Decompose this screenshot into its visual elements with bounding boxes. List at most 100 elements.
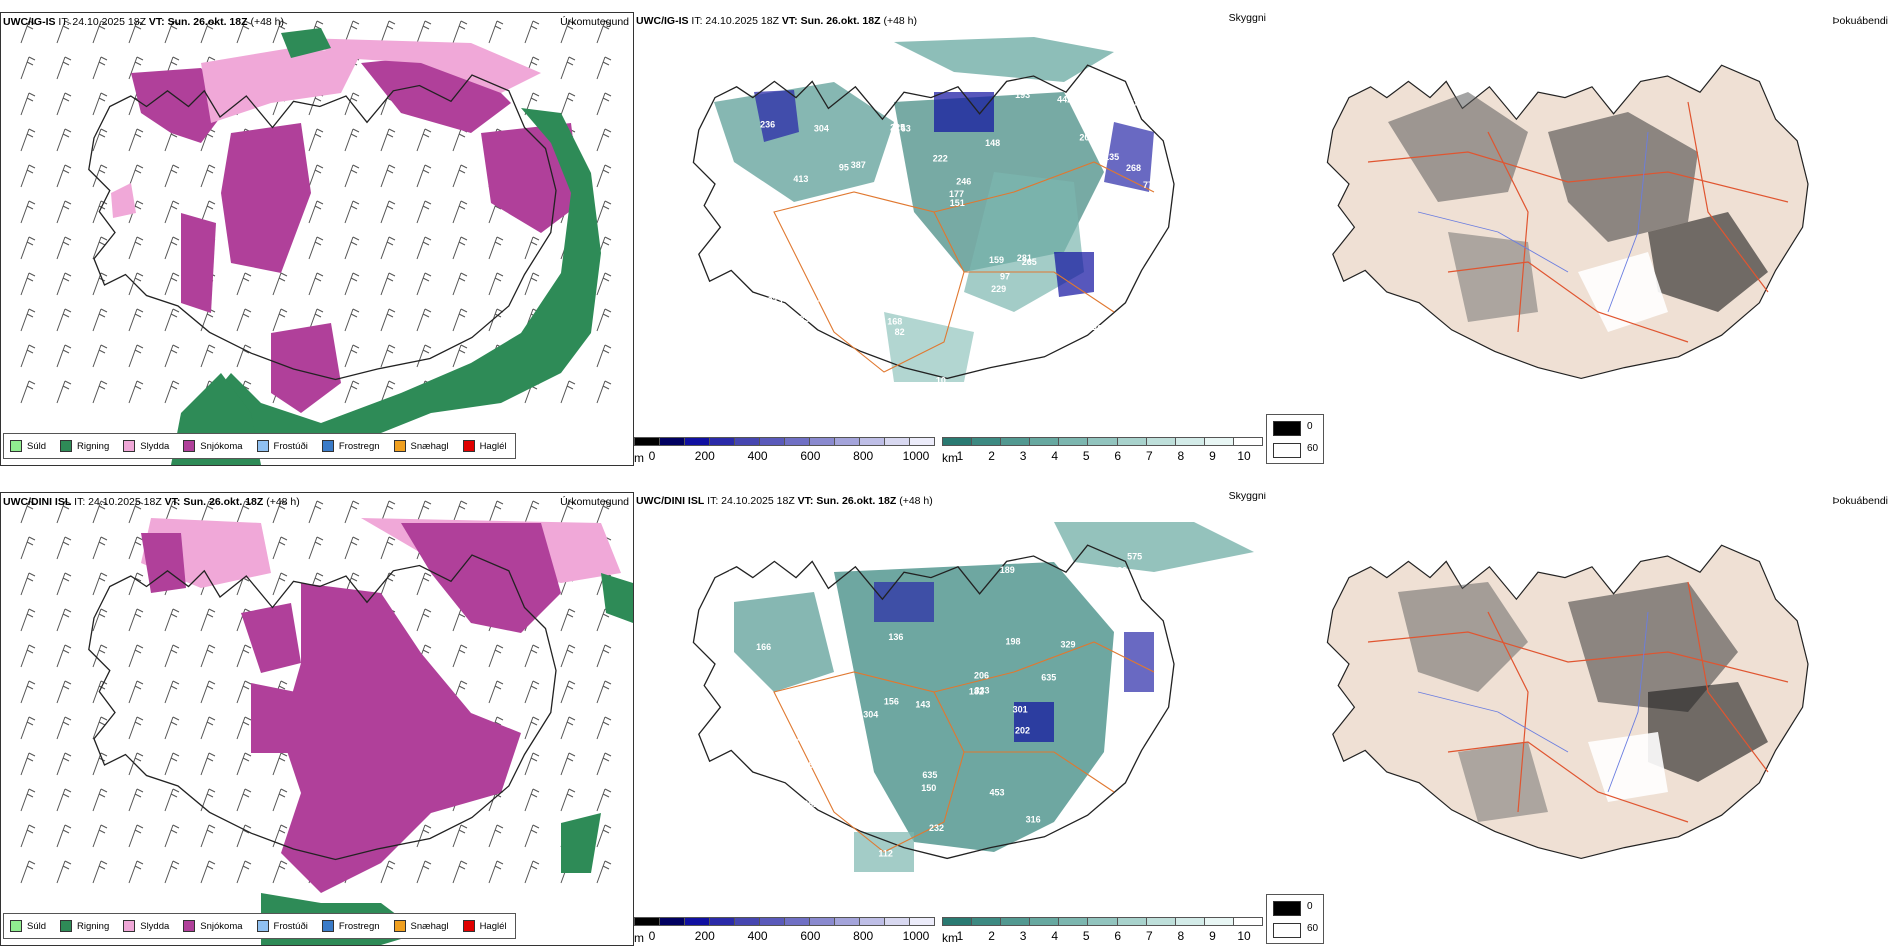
legend-label: Slydda [140,440,170,452]
scale-segment [1058,437,1089,446]
legend-item: Haglél [457,440,515,452]
scale-segment [1000,917,1031,926]
scale-tick-label: 8 [1177,929,1185,943]
map-value-label: 262 [803,799,818,809]
scale-tick-label: 3 [1019,929,1027,943]
scale-segment [759,437,785,446]
map-value-label: 123 [980,326,995,336]
map-value-label: 236 [760,120,775,130]
scale-segment [971,437,1002,446]
scale-segment [759,917,785,926]
scale-segment [884,437,910,446]
map-value-label: 182 [969,687,984,697]
map-value-label: 185 [1097,358,1112,368]
scale-unit: m [634,451,644,465]
scale-tick-label: 2 [988,449,995,463]
fog-index-panel-bottom: Þokuábendi [1268,492,1900,944]
map-value-label: 265 [1022,257,1037,267]
panel-header: UWC/IG-IS IT: 24.10.2025 18Z VT: Sun. 26… [3,16,285,28]
map-value-label: 112 [878,848,893,858]
map-value-label: 393 [769,841,784,851]
map-value-label: 351 [800,314,815,324]
legend-label: Slydda [140,920,170,932]
panel-header: UWC/IG-IS IT: 24.10.2025 18Z VT: Sun. 26… [636,15,918,27]
map-value-label: 167 [879,224,894,234]
legend-item: Rigning [54,920,117,932]
map-value-label: 135 [1104,152,1119,162]
fog-scale-key-top: 0 60 [1266,414,1324,464]
scale-segment [884,917,910,926]
map-value-label: 188 [736,344,751,354]
map-value-label: 301 [1013,705,1028,715]
scale-tick-label: 7 [1145,929,1153,943]
scale-tick-label: 9 [1209,929,1216,943]
panel-header: UWC/DINI ISL IT: 24.10.2025 18Z VT: Sun.… [3,496,300,508]
scale-segment [1145,917,1176,926]
legend-swatch [321,440,334,452]
height-colorbar-bottom: m 0 200 400 600 800 1000 [634,917,935,945]
map-value-label: 635 [1041,672,1056,682]
map-value-label: 105 [1089,821,1104,831]
map-value-label: 292 [834,549,849,559]
scale-segment [1203,917,1234,926]
scale-tick-label: 7 [1145,449,1153,463]
map-value-label: 121 [775,363,790,373]
scale-segment [709,917,735,926]
legend-label: Frostregn [338,920,380,932]
visibility-panel-bottom: 112 188 690 316 292 123 171 161 127 136 173 232 156 1… [634,492,1266,944]
map-value-label: 222 [933,154,948,164]
map-value-label: 123 [776,583,791,593]
map-value-label: 148 [985,138,1000,148]
map-value-label: 233 [774,380,789,390]
legend-item: Snjókoma [177,920,250,932]
fog-swatch [1273,421,1301,436]
visibility-colorbar-bottom: km 1 2 3 4 5 6 7 8 9 10 [942,917,1270,945]
scale-tick-label: 200 [694,929,715,943]
legend-label: Snæhagl [410,920,449,932]
scale-segment [909,917,935,926]
map-value-label: 477 [730,785,745,795]
scale-segment [859,917,885,926]
map-value-label: 202 [1015,725,1030,735]
scale-tick-label: 600 [800,449,821,463]
map-value-label: 159 [989,255,1004,265]
panel-title: Þokuábendi [1832,495,1888,507]
legend-label: Rigning [77,440,110,452]
legend-swatch [10,920,22,932]
scale-segment [1116,917,1147,926]
map-value-label: 206 [1079,133,1094,143]
map-value-label: 304 [863,709,878,719]
precip-type-legend: Súld Rigning Slydda Snjókoma Frostúði Frostre… [3,913,516,939]
visibility-map-top: 185 176 127 167 148 121 225 222 233 387 188 69 63 246… [692,37,1175,390]
map-value-label: 63 [901,124,911,134]
scale-segment [659,917,685,926]
map-value-label: 151 [950,198,965,208]
fog-label: 0 [1307,901,1313,912]
map-value-label: 20 [1139,785,1149,795]
legend-swatch [393,920,406,932]
panel-header: UWC/DINI ISL IT: 24.10.2025 18Z VT: Sun.… [636,495,933,507]
visibility-colorbar-top: km 1 2 3 4 5 6 7 8 9 10 [942,437,1270,465]
visibility-panel-top: 185 176 127 167 148 121 225 222 233 387 188 69 63 246… [634,12,1266,464]
fog-label: 0 [1307,421,1313,432]
scale-tick-label: 200 [694,449,715,463]
map-value-label: 176 [754,190,769,200]
scale-segment [1232,437,1263,446]
scale-tick-label: 4 [1051,929,1058,943]
legend-swatch [60,440,73,452]
map-value-label: 967 [756,545,771,555]
scale-segment [909,437,935,446]
map-value-label: 407 [1092,323,1107,333]
map-value-label: 292 [774,838,789,848]
map-value-label: 143 [915,700,930,710]
fog-label: 60 [1307,923,1319,934]
scale-tick-label: 4 [1051,449,1058,463]
fog-label: 60 [1307,443,1319,454]
legend-label: Haglél [479,440,507,452]
map-value-label: 981 [737,375,752,385]
legend-swatch [183,920,196,932]
legend-item: Rigning [54,440,117,452]
scale-tick-label: 8 [1177,449,1185,463]
map-value-label: 233 [768,295,783,305]
legend-swatch [393,440,406,452]
